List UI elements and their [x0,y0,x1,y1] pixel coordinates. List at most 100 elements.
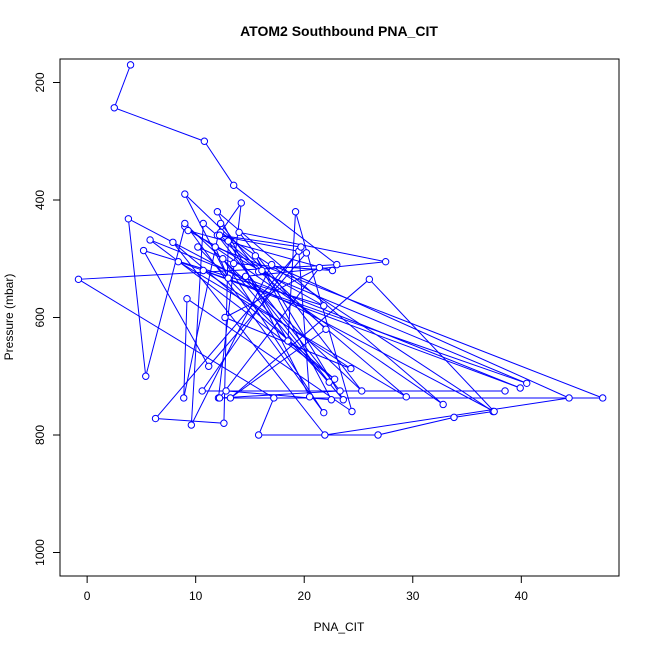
series-segment [201,246,302,392]
data-point [501,387,509,395]
data-point [402,393,410,401]
series-segment [453,411,494,418]
series-segment [155,418,224,424]
data-point [184,226,192,235]
data-point [211,243,219,251]
plot-area [59,58,620,577]
data-point [241,272,250,281]
series-segment [172,241,326,436]
data-point [215,231,224,239]
data-point [151,414,160,423]
data-point [347,364,355,373]
series-segment [219,390,341,399]
data-point [213,208,222,216]
y-tick-label: 600 [33,307,47,327]
data-point [599,394,607,402]
series-segment [143,250,324,307]
data-point [270,394,278,402]
data-point [490,407,498,416]
data-point [348,407,356,416]
series-segment [368,278,495,412]
data-point [224,237,232,245]
data-point [523,379,531,387]
series-segment [178,261,527,384]
data-point [254,431,263,439]
series-segment [222,258,325,413]
x-axis-label: PNA_CIT [314,620,365,634]
series-segment [183,298,188,399]
series-segment [219,267,320,399]
data-point [565,394,573,402]
data-point [251,252,260,260]
data-point [110,104,118,112]
series-segment [219,234,302,248]
data-point [226,394,235,402]
data-point [200,137,209,145]
series-segment [216,234,341,392]
data-point [180,394,188,402]
data-point [194,243,202,251]
data-point [450,413,458,422]
series-lines [78,64,603,436]
series-segment [245,261,386,277]
data-point [237,199,245,207]
data-point [198,387,206,395]
y-tick-label: 800 [33,425,47,445]
series-segment [187,230,333,271]
data-point [222,387,230,395]
data-point [126,61,135,69]
y-axis-label: Pressure (mbar) [2,274,16,361]
data-point [291,208,300,216]
series-segment [230,328,327,399]
axes: 0 10 20 30 40 200 400 600 800 1000 [33,72,528,603]
series-segment [226,390,332,401]
data-point [124,215,133,223]
series-segment [217,234,307,254]
series-segment [254,255,332,400]
series-segment [258,271,527,384]
x-tick-label: 40 [515,589,529,603]
series-segment [197,246,330,383]
data-point [146,236,154,244]
x-tick-label: 10 [189,589,203,603]
series-segment [217,211,444,405]
series-segment [190,223,204,426]
y-tick-label: 400 [33,190,47,210]
data-point [199,219,207,228]
data-point [224,274,232,282]
series-points [74,61,607,439]
data-point [336,387,344,395]
series-segment [203,140,235,186]
series-segment [202,223,407,398]
series-segment [271,264,570,399]
data-point [320,302,328,310]
data-point [221,313,229,322]
chart-title: ATOM2 Southbound PNA_CIT [240,23,438,39]
series-segment [127,218,147,377]
data-point [297,243,305,251]
series-segment [183,223,222,399]
series-segment [172,241,335,380]
series-segment [149,239,521,389]
data-point [181,219,189,228]
series-segment [238,231,386,263]
data-point [199,266,207,275]
data-point [139,246,148,255]
series-segment [254,255,344,401]
y-tick-label: 1000 [33,539,47,566]
data-point [205,362,213,370]
data-point [235,228,243,237]
data-point [365,275,374,284]
data-point [322,325,330,333]
data-point [181,190,189,198]
series-segment [220,223,260,272]
x-tick-label: 30 [406,589,420,603]
data-point [215,394,224,402]
series-segment [230,278,370,399]
series-segment [324,397,570,436]
data-point [516,384,524,392]
series-segment [143,250,210,367]
x-tick-label: 20 [298,589,312,603]
series-segment [203,270,352,370]
data-point [302,249,311,257]
